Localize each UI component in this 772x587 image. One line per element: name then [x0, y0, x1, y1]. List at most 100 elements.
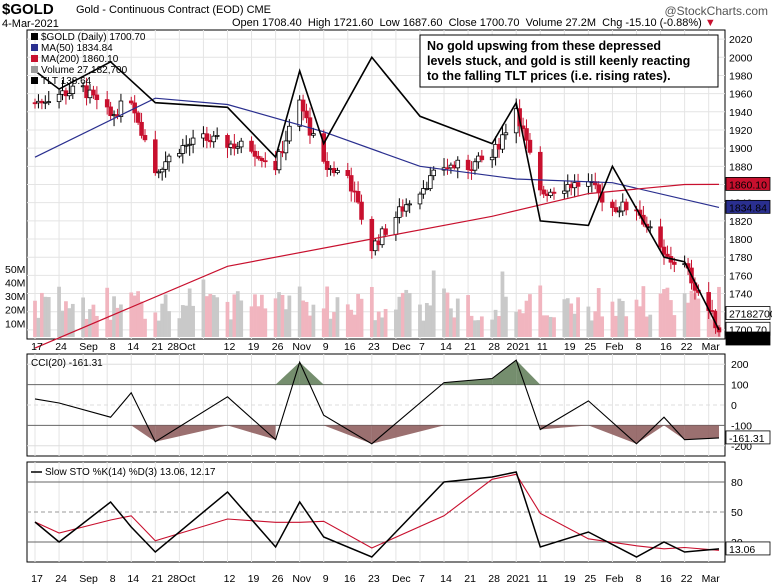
x-tick-label-bottom: 24 — [55, 573, 67, 585]
legend-entry: $GOLD (Daily) 1700.70 — [41, 32, 146, 43]
x-tick-label-bottom: 22 — [681, 573, 693, 585]
x-tick-label-bottom: 25 — [585, 573, 597, 585]
candle-body — [359, 201, 364, 220]
price-tick-label: 1780 — [729, 252, 753, 264]
chg-value: -15.10 (-0.88%) — [625, 17, 702, 29]
volume-bar — [376, 311, 381, 337]
price-tick-label: 1900 — [729, 143, 753, 155]
volume-bar — [586, 306, 591, 337]
x-tick-label-bottom: 14 — [127, 573, 139, 585]
volume-bar — [669, 300, 673, 337]
candle-body — [287, 125, 292, 142]
candle-body — [249, 140, 254, 152]
volume-bar — [662, 289, 666, 337]
volume-bar — [328, 318, 333, 337]
volume-bar — [600, 316, 605, 337]
candle-body — [321, 133, 326, 162]
x-tick-label-bottom: 2021 — [507, 573, 531, 585]
ma50-line — [34, 97, 720, 208]
candle-body — [431, 169, 436, 177]
price-tick-label: 2000 — [729, 52, 753, 64]
volume-bar — [562, 299, 567, 337]
price-tick-label: 1880 — [729, 161, 753, 173]
candle-body — [596, 184, 601, 193]
cci-tag-value: -161.31 — [729, 433, 765, 445]
candle-body — [259, 157, 265, 162]
price-panel: 1700172017401760178018001820184018601880… — [5, 29, 772, 585]
volume-bar — [449, 308, 453, 337]
candle-body — [180, 145, 186, 154]
cci-extreme-fill — [540, 425, 589, 430]
legend-entry: MA(200) 1860.10 — [41, 54, 119, 65]
candle-body — [139, 121, 144, 136]
cci-tick-label: 200 — [731, 359, 749, 371]
chart-symbol: $GOLD — [2, 1, 54, 18]
volume-bar — [284, 309, 288, 337]
volume-bar — [359, 298, 364, 337]
x-tick-label-bottom: 8 — [110, 573, 116, 585]
annotation-line: No gold upswing from these depressed — [427, 39, 661, 53]
volume-bar — [239, 300, 244, 337]
candle-body — [493, 143, 498, 158]
candle-body — [159, 168, 165, 173]
candle-body — [238, 140, 244, 148]
price-tick-label: 1800 — [729, 234, 753, 246]
volume-bar — [528, 294, 532, 337]
volume-bar — [84, 318, 89, 337]
volume-bar — [39, 292, 44, 337]
candle-body — [472, 161, 478, 171]
candle-body — [283, 140, 289, 154]
volume-bar — [696, 298, 701, 337]
volume-bar — [132, 295, 137, 337]
volume-bar — [259, 294, 264, 337]
volume-tag-value: 27182700 — [729, 309, 772, 321]
volume-bar — [57, 286, 61, 337]
price-tick-label: 1980 — [729, 70, 753, 82]
volume-bar — [634, 299, 639, 337]
candle-body — [445, 167, 450, 170]
candle-body — [345, 170, 351, 176]
x-tick-label: 25 — [585, 341, 597, 353]
volume-bar — [163, 294, 168, 337]
x-tick-label-bottom: 21 — [151, 573, 163, 585]
volume-bar — [373, 320, 378, 337]
volume-bar — [541, 315, 546, 337]
candle-body — [108, 106, 113, 117]
candle-body — [407, 203, 412, 206]
x-tick-label: 11 — [537, 341, 548, 353]
annotation-line: to the falling TLT prices (i.e. rising r… — [427, 69, 671, 83]
x-tick-label: 24 — [55, 341, 67, 353]
candle-body — [163, 161, 168, 170]
candle-body — [225, 135, 230, 148]
x-tick-label-bottom: 14 — [440, 573, 452, 585]
candle-body — [94, 94, 100, 101]
candle-body — [575, 182, 581, 187]
volume-bar — [167, 311, 171, 337]
candle-body — [500, 134, 505, 150]
volume-bar — [442, 288, 446, 337]
high-label: High — [307, 17, 331, 29]
cci-extreme-fill — [636, 425, 665, 444]
sto-tag-bg — [725, 541, 771, 556]
candle-body — [541, 189, 546, 195]
volume-bar — [345, 304, 350, 337]
legend-entry: Volume 27,182,700 — [41, 65, 128, 76]
volume-bar — [490, 319, 495, 337]
volume-bar — [160, 303, 165, 337]
x-tick-label: 21 — [464, 341, 476, 353]
candle-body — [307, 117, 313, 136]
volume-bar — [105, 287, 110, 337]
x-tick-label: 12 — [224, 341, 236, 353]
candle-body — [479, 155, 485, 161]
candle-body — [297, 99, 302, 127]
x-tick-label: 16 — [344, 341, 356, 353]
volume-bar — [301, 300, 305, 337]
x-tick-label: 23 — [368, 341, 380, 353]
x-tick-label: 8 — [110, 341, 116, 353]
price-tick-label: 1940 — [729, 107, 753, 119]
price-tick-label: 1920 — [729, 125, 753, 137]
volume-bar — [43, 296, 48, 337]
volume-bar — [431, 270, 436, 337]
candle-body — [527, 139, 533, 153]
candle-body — [623, 201, 629, 211]
